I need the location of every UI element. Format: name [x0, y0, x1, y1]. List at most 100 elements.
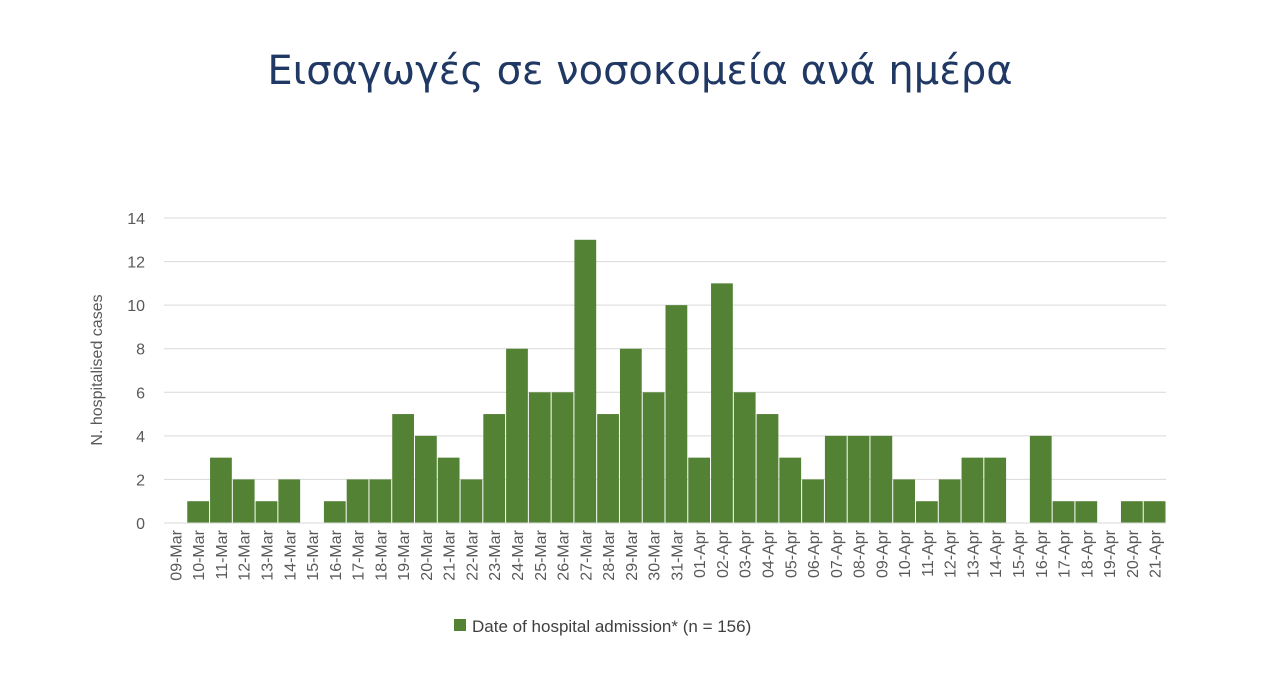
x-tick-label: 11-Mar — [214, 529, 231, 579]
x-tick-label: 12-Mar — [237, 529, 254, 580]
y-axis-label: N. hospitalised cases — [89, 294, 106, 445]
bar — [187, 501, 210, 523]
bar — [733, 392, 756, 523]
x-tick-label: 02-Apr — [715, 529, 732, 578]
x-tick-label: 09-Apr — [874, 529, 891, 578]
bar — [255, 501, 278, 523]
x-tick-label: 12-Apr — [943, 529, 960, 578]
y-tick-label: 12 — [127, 255, 145, 272]
bar — [210, 457, 232, 523]
gridlines — [164, 217, 1166, 480]
x-tick-label: 08-Apr — [852, 529, 869, 578]
bar — [893, 479, 915, 523]
bar — [1143, 501, 1166, 523]
bar — [802, 479, 824, 523]
bar — [232, 479, 255, 523]
bar — [483, 414, 506, 523]
y-tick-label: 2 — [136, 472, 145, 489]
x-tick-label: 20-Mar — [419, 529, 436, 580]
bar — [369, 479, 392, 523]
bar — [1029, 435, 1052, 523]
legend: Date of hospital admission* (n = 156) — [454, 617, 751, 636]
bar — [847, 435, 870, 523]
x-tick-label: 16-Mar — [328, 529, 345, 580]
bar — [415, 435, 437, 523]
x-tick-label: 17-Apr — [1057, 529, 1074, 578]
x-tick-label: 19-Apr — [1102, 529, 1119, 578]
y-axis-ticks: 0 2 4 6 8 10 12 14 — [127, 211, 145, 533]
x-tick-label: 14-Mar — [282, 529, 299, 580]
x-tick-label: 21-Apr — [1148, 529, 1165, 578]
bar — [437, 457, 460, 523]
x-tick-label: 16-Apr — [1034, 529, 1051, 578]
x-tick-label: 17-Mar — [351, 529, 368, 580]
bar — [460, 479, 483, 523]
x-tick-label: 09-Mar — [168, 529, 185, 580]
bars — [187, 239, 1166, 524]
x-tick-label: 06-Apr — [806, 529, 823, 578]
bar — [528, 392, 551, 523]
x-tick-label: 01-Apr — [692, 529, 709, 578]
x-tick-label: 10-Mar — [191, 529, 208, 580]
x-tick-label: 15-Apr — [1011, 529, 1028, 578]
y-tick-label: 6 — [136, 385, 145, 402]
x-tick-label: 21-Mar — [442, 529, 459, 580]
bar — [392, 414, 414, 523]
x-tick-label: 11-Apr — [920, 529, 937, 577]
bar — [574, 239, 597, 524]
bar — [278, 479, 301, 523]
bar — [916, 501, 938, 523]
x-tick-label: 19-Mar — [396, 529, 413, 580]
bar — [779, 457, 802, 523]
x-tick-label: 03-Apr — [738, 529, 755, 578]
bar — [1075, 501, 1098, 523]
chart-title: Εισαγωγές σε νοσοκομεία ανά ημέρα — [267, 48, 1013, 94]
x-tick-label: 23-Mar — [487, 529, 504, 580]
x-tick-label: 29-Mar — [624, 529, 641, 580]
bar — [642, 392, 665, 523]
x-tick-label: 07-Apr — [829, 529, 846, 578]
x-tick-label: 27-Mar — [578, 529, 595, 580]
bar — [870, 435, 893, 523]
bar — [1120, 501, 1143, 523]
bar — [711, 283, 733, 523]
y-tick-label: 10 — [127, 298, 145, 315]
x-tick-label: 25-Mar — [533, 529, 550, 580]
x-tick-label: 13-Apr — [965, 529, 982, 578]
x-tick-label: 20-Apr — [1125, 529, 1142, 578]
bar — [665, 305, 688, 523]
y-tick-label: 0 — [136, 516, 145, 533]
x-axis-ticks: 09-Mar 10-Mar 11-Mar 12-Mar 13-Mar 14-Mar 15-M… — [168, 529, 1164, 580]
x-tick-label: 18-Mar — [373, 529, 390, 580]
bar — [597, 414, 619, 523]
x-tick-label: 24-Mar — [510, 529, 527, 580]
legend-swatch — [454, 619, 466, 631]
bar — [323, 501, 346, 523]
bar — [938, 479, 961, 523]
x-tick-label: 05-Apr — [783, 529, 800, 578]
x-tick-label: 04-Apr — [760, 529, 777, 578]
bar — [688, 457, 711, 523]
x-tick-label: 22-Mar — [464, 529, 481, 580]
x-tick-label: 14-Apr — [988, 529, 1005, 578]
x-tick-label: 18-Apr — [1079, 529, 1096, 578]
x-tick-label: 28-Mar — [601, 529, 618, 580]
legend-label: Date of hospital admission* (n = 156) — [472, 617, 751, 636]
bar — [551, 392, 574, 523]
x-tick-label: 26-Mar — [556, 529, 573, 580]
bar — [984, 457, 1007, 523]
y-tick-label: 8 — [136, 342, 145, 359]
x-tick-label: 15-Mar — [305, 529, 322, 580]
y-tick-label: 4 — [136, 429, 145, 446]
bar — [1052, 501, 1075, 523]
bar — [756, 414, 779, 523]
bar — [346, 479, 369, 523]
y-tick-label: 14 — [127, 211, 145, 228]
bar — [619, 348, 642, 523]
bar — [961, 457, 984, 523]
x-tick-label: 10-Apr — [897, 529, 914, 578]
x-tick-label: 31-Mar — [669, 529, 686, 580]
bar — [506, 348, 528, 523]
bar — [824, 435, 847, 523]
